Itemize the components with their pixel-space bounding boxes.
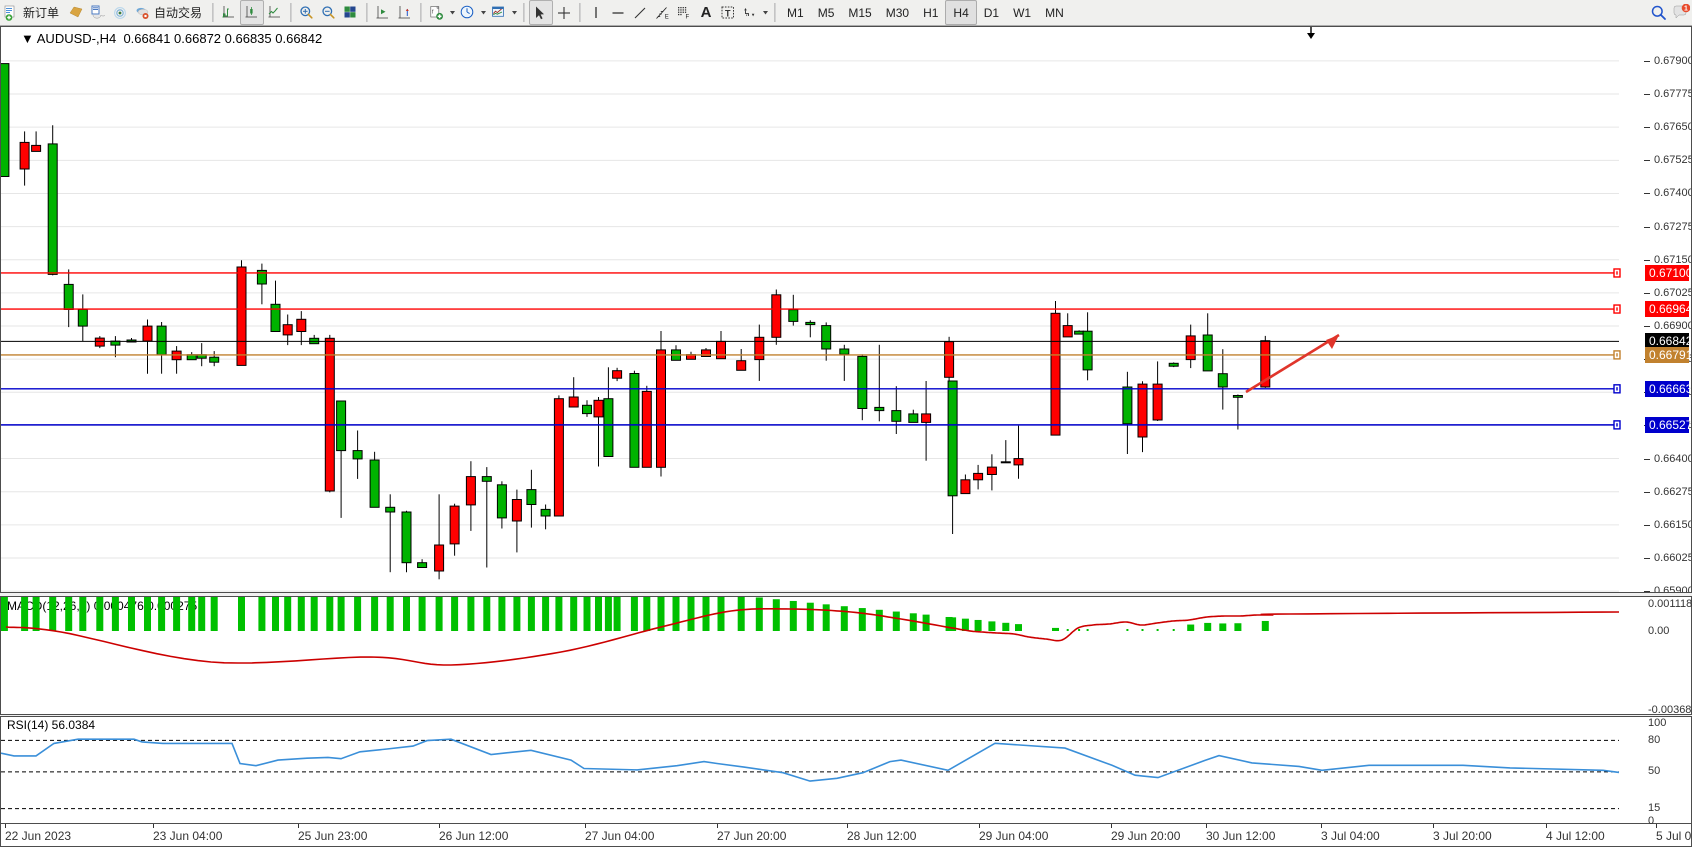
svg-text:E: E <box>665 14 669 20</box>
svg-text:T: T <box>725 8 731 18</box>
svg-text:F: F <box>686 14 690 20</box>
svg-text:1: 1 <box>1684 5 1688 12</box>
